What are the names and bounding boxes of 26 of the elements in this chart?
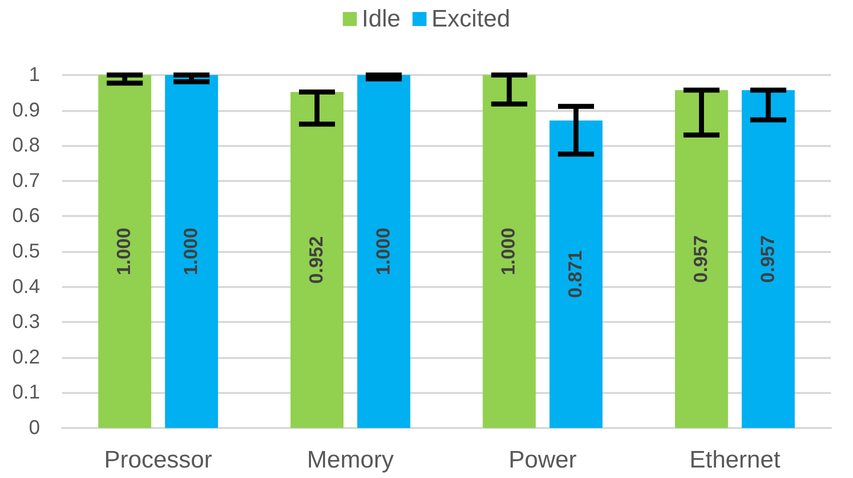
y-tick-label: 1 (28, 64, 40, 86)
data-label: 0.957 (758, 235, 779, 283)
y-tick-label: 0.4 (12, 276, 40, 298)
legend-label: Idle (362, 6, 401, 32)
x-tick-label: Power (508, 446, 577, 474)
y-tick-label: 0.5 (12, 240, 40, 262)
x-tick-label: Processor (104, 446, 212, 474)
y-tick-label: 0.8 (12, 134, 40, 157)
y-tick-label: 0.2 (12, 346, 40, 368)
data-label: 1.000 (373, 228, 394, 276)
data-label: 1.000 (181, 228, 202, 276)
y-tick-label: 0.9 (12, 99, 40, 122)
y-tick-label: 0.7 (12, 170, 40, 192)
x-tick-label: Memory (307, 446, 394, 474)
y-tick-label: 0.6 (12, 205, 40, 228)
y-tick-label: 0.3 (12, 311, 40, 334)
data-label: 0.952 (306, 236, 328, 284)
x-tick-label: Ethernet (690, 446, 781, 474)
data-label: 0.871 (566, 250, 587, 298)
data-label: 0.957 (690, 235, 712, 283)
data-label: 1.000 (498, 228, 520, 276)
legend-label: Excited (431, 6, 510, 32)
y-tick-label: 0.1 (12, 382, 40, 404)
data-label: 1.000 (114, 228, 136, 276)
y-tick-label: 0 (28, 417, 40, 439)
bar (550, 120, 603, 428)
